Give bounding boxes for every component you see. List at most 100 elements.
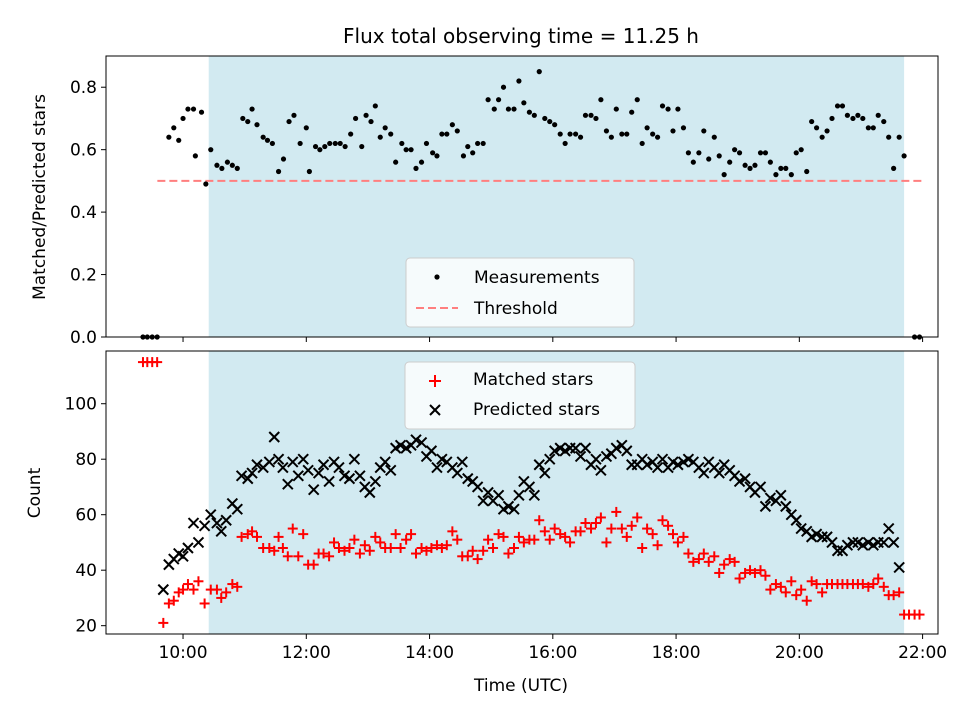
measurement-point — [732, 147, 738, 153]
predicted-star-point — [220, 514, 232, 526]
measurement-point — [439, 131, 445, 137]
matched-star-point — [709, 551, 720, 562]
matched-star-point — [324, 551, 335, 562]
measurement-point — [654, 134, 661, 140]
measurement-point — [166, 134, 172, 140]
measurement-point — [716, 153, 722, 159]
predicted-star-point — [574, 450, 587, 463]
measurement-point — [185, 106, 191, 112]
x-stroke-b — [739, 472, 751, 485]
measurement-point — [603, 128, 610, 134]
predicted-star-point — [831, 545, 844, 557]
measurement-point — [418, 159, 425, 165]
x-stroke-b — [862, 536, 875, 549]
x-stroke-b — [821, 531, 833, 543]
predicted-star-point — [215, 525, 227, 538]
x-tick-label: 16:00 — [528, 643, 577, 663]
predicted-star-point — [477, 495, 489, 507]
matched-star-point — [508, 542, 519, 553]
matched-star-point — [529, 534, 540, 545]
measurement-point — [562, 140, 568, 147]
measurement-point — [337, 140, 343, 147]
matched-star-point — [277, 542, 288, 553]
measurement-point — [280, 156, 287, 162]
matched-star-point — [472, 554, 483, 565]
measurement-point — [644, 125, 650, 131]
matched-star-point — [498, 531, 509, 542]
measurement-point — [665, 106, 671, 112]
measurement-point — [372, 103, 378, 109]
predicted-star-point — [826, 536, 838, 549]
x-stroke-b — [482, 486, 494, 499]
measurement-point — [891, 165, 897, 171]
measurement-point — [322, 143, 328, 150]
measurement-point — [264, 137, 271, 143]
matched-star-point — [298, 529, 309, 540]
x-stroke-b — [268, 431, 280, 443]
measurement-point — [742, 162, 748, 168]
measurement-point — [377, 134, 383, 140]
measurement-point — [844, 112, 851, 118]
predicted-star-point — [198, 520, 211, 532]
x-stroke-b — [708, 461, 720, 474]
x-stroke-b — [446, 461, 459, 474]
x-stroke-b — [667, 456, 679, 468]
matched-star-point — [703, 556, 714, 567]
x-stroke-b — [385, 464, 397, 477]
x-tick-label: 18:00 — [652, 643, 701, 663]
y-tick-label: 0.2 — [70, 266, 97, 286]
measurement-point — [757, 150, 764, 156]
x-stroke-b — [616, 439, 628, 452]
x-stroke-b — [703, 456, 715, 468]
predicted-star-point — [369, 475, 382, 488]
x-stroke-b — [579, 442, 592, 454]
x-stroke-b — [754, 481, 767, 493]
matched-star-point — [601, 537, 612, 548]
x-stroke-b — [621, 445, 633, 457]
matched-star-point — [729, 556, 740, 567]
matched-star-point — [364, 545, 375, 556]
predicted-star-point — [893, 561, 905, 574]
matched-star-point — [168, 595, 179, 606]
x-stroke-b — [415, 436, 428, 449]
top-y-axis-label: Matched/Predicted stars — [30, 94, 50, 300]
matched-star-point — [765, 584, 776, 595]
matched-star-point — [786, 576, 797, 587]
x-stroke-b — [513, 489, 525, 501]
x-tick-label: 14:00 — [405, 643, 454, 663]
x-stroke-b — [220, 514, 232, 526]
x-stroke-b — [841, 539, 854, 551]
measurement-point — [850, 115, 856, 122]
predicted-star-point — [272, 453, 285, 465]
x-stroke-b — [831, 545, 844, 557]
measurement-point — [624, 131, 630, 137]
predicted-star-point — [847, 536, 859, 549]
predicted-star-point — [513, 489, 525, 501]
measurement-point — [444, 131, 450, 137]
x-stroke-b — [882, 522, 895, 535]
measurement-point — [245, 118, 251, 125]
x-stroke-b — [312, 467, 325, 479]
x-stroke-b — [492, 489, 505, 501]
measurement-point — [773, 172, 779, 178]
x-stroke-b — [348, 453, 361, 465]
matched-star-point — [247, 526, 258, 537]
matched-star-point — [580, 518, 591, 529]
measurement-point — [639, 140, 645, 147]
measurement-point — [834, 103, 841, 109]
x-stroke-b — [263, 456, 276, 468]
predicted-star-point — [211, 517, 223, 529]
x-tick-label: 20:00 — [775, 643, 824, 663]
x-stroke-b — [251, 459, 263, 471]
x-stroke-b — [569, 442, 582, 454]
measurement-point — [327, 140, 333, 147]
matched-star-point — [483, 534, 494, 545]
top-axes-frame — [105, 55, 939, 338]
measurement-point — [896, 134, 902, 140]
measurement-point — [650, 131, 656, 137]
matched-star-point — [611, 506, 622, 517]
matched-star-point — [390, 529, 401, 540]
measurement-point — [798, 147, 804, 153]
bottom-axes-frame — [105, 350, 939, 635]
measurement-point — [804, 168, 810, 175]
